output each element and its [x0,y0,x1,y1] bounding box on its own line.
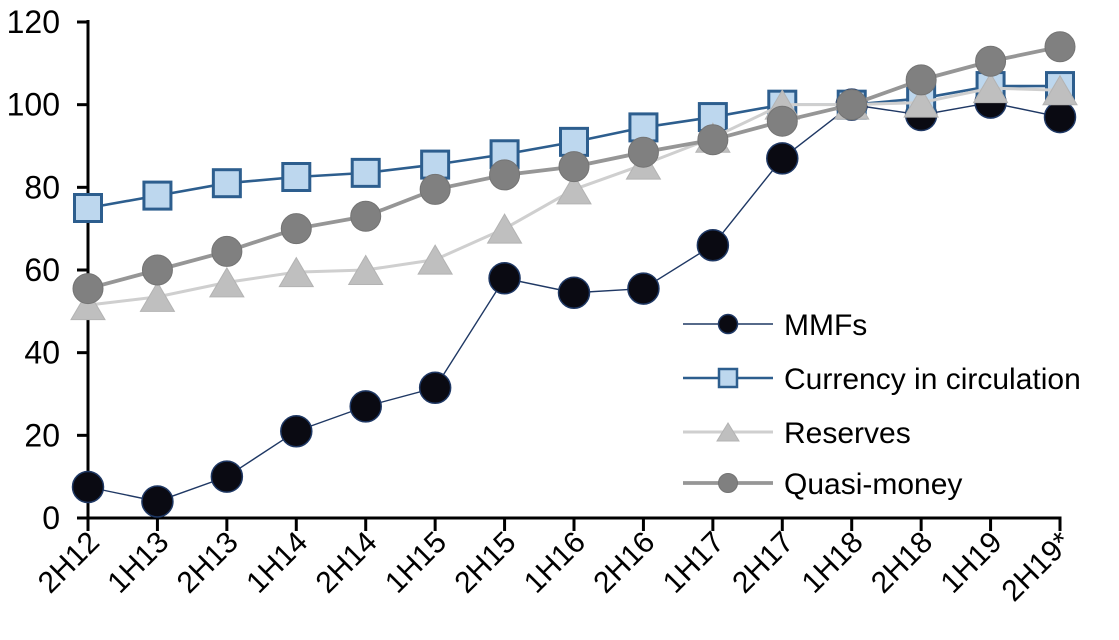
y-axis-label: 40 [24,335,60,371]
y-axis-label: 80 [24,169,60,205]
x-axis-label: 2H16 [587,526,661,600]
quasi-money-marker [558,151,590,183]
y-axis-label: 20 [24,417,60,453]
reserves-marker [972,72,1009,104]
currency-in-circulation-marker [73,193,103,223]
x-axis-label: 1H13 [101,526,175,600]
x-axis-label: 1H16 [518,526,592,600]
currency-in-circulation-marker [281,162,312,192]
y-axis-label: 120 [7,4,60,40]
reserves-marker [1042,74,1078,106]
legend: MMFs Currency in circulation Reserves Quasi… [683,309,1081,501]
x-axis-label: 1H15 [379,526,453,600]
reserves-marker [208,266,245,298]
reserves-marker [556,173,592,205]
quasi-money-marker [766,105,798,137]
legend-item-quasi-money: Quasi-money [683,468,962,501]
mmfs-marker [349,390,382,423]
y-axis-label: 100 [7,87,60,123]
legend-circle-marker [718,473,738,493]
mmfs-marker [280,414,313,448]
quasi-money-marker [627,136,659,168]
mmfs-marker [557,276,591,309]
quasi-money-marker [419,173,451,205]
quasi-money-marker [489,159,521,191]
legend-label: Quasi-money [784,468,962,501]
x-axis-label: 2H15 [448,526,522,600]
x-axis-label: 2H18 [865,526,939,600]
mmfs-marker [210,460,244,493]
quasi-money-marker [905,64,937,96]
legend-item-mmfs: MMFs [683,309,867,342]
mmfs-marker [766,142,799,175]
quasi-money-marker [697,124,729,156]
legend-circle-marker [717,313,739,335]
x-axis-label: 2H17 [726,526,800,600]
legend-label: MMFs [784,309,867,342]
currency-in-circulation-marker [211,168,242,199]
x-axis-label: 1H18 [796,526,870,600]
quasi-money-marker [141,254,173,286]
quasi-money-marker [280,213,312,245]
x-axis-label: 2H12 [32,526,106,600]
mmfs-marker [418,371,452,405]
mmfs-marker [71,470,105,504]
x-axis-label: 1H17 [657,526,731,600]
x-axis-label: 2H13 [171,526,245,600]
mmfs-marker [141,485,174,518]
quasi-money-marker [72,273,104,305]
mmfs-marker [1043,100,1077,134]
reserves-marker [139,281,176,312]
x-axis-label: 2H14 [310,526,384,600]
mmfs-marker [696,228,730,262]
quasi-money-marker [836,89,868,121]
legend-item-currency-in-circulation: Currency in circulation [683,363,1081,396]
quasi-money-marker [975,45,1007,77]
mmfs-marker [627,272,660,305]
legend-triangle-marker [716,422,740,442]
legend-label: Reserves [784,417,911,450]
reserves-marker [417,244,454,275]
reserves-marker [903,87,940,118]
legend-label: Currency in circulation [784,363,1081,396]
reserves-marker [347,254,384,285]
currency-in-circulation-marker [142,180,173,211]
reserves-marker [70,289,106,321]
series-quasi-money [72,31,1076,305]
currency-in-circulation-marker [628,112,659,143]
x-axis-label: 1H14 [240,526,314,600]
currency-in-circulation-marker [350,157,381,188]
legend-square-marker [717,367,739,389]
quasi-money-marker [1044,31,1076,63]
quasi-money-marker [211,235,243,267]
legend-item-reserves: Reserves [683,417,911,450]
mmfs-marker [488,262,521,295]
x-axis-label: 2H19* [996,525,1079,608]
reserves-marker [486,213,523,244]
quasi-money-marker [350,200,382,232]
y-axis-label: 60 [24,252,60,288]
reserves-marker [278,256,315,288]
x-axis-label: 1H19 [934,526,1008,600]
y-axis-label: 0 [42,500,60,536]
